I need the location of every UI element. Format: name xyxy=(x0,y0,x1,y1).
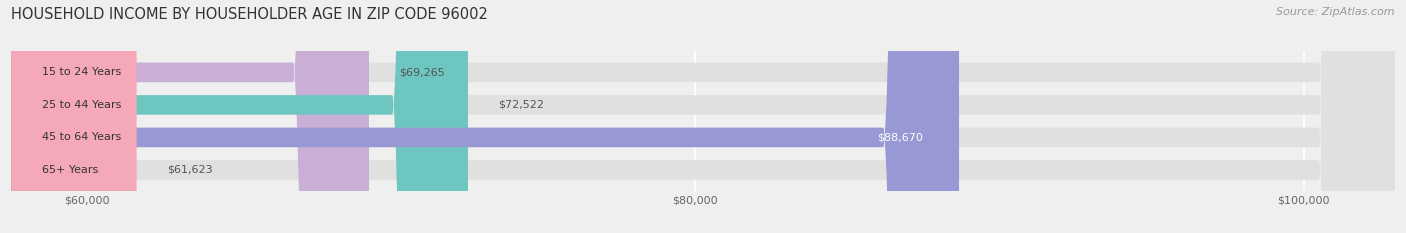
Text: 15 to 24 Years: 15 to 24 Years xyxy=(42,67,121,77)
Text: $69,265: $69,265 xyxy=(399,67,446,77)
Text: $88,670: $88,670 xyxy=(877,132,922,142)
FancyBboxPatch shape xyxy=(11,0,959,233)
FancyBboxPatch shape xyxy=(11,0,136,233)
Text: 25 to 44 Years: 25 to 44 Years xyxy=(42,100,121,110)
Text: 65+ Years: 65+ Years xyxy=(42,165,98,175)
FancyBboxPatch shape xyxy=(11,0,1395,233)
FancyBboxPatch shape xyxy=(11,0,468,233)
Text: $61,623: $61,623 xyxy=(167,165,212,175)
Text: Source: ZipAtlas.com: Source: ZipAtlas.com xyxy=(1277,7,1395,17)
FancyBboxPatch shape xyxy=(11,0,1395,233)
Text: 45 to 64 Years: 45 to 64 Years xyxy=(42,132,121,142)
Text: $72,522: $72,522 xyxy=(498,100,544,110)
FancyBboxPatch shape xyxy=(11,0,368,233)
Text: HOUSEHOLD INCOME BY HOUSEHOLDER AGE IN ZIP CODE 96002: HOUSEHOLD INCOME BY HOUSEHOLDER AGE IN Z… xyxy=(11,7,488,22)
FancyBboxPatch shape xyxy=(11,0,1395,233)
FancyBboxPatch shape xyxy=(11,0,1395,233)
